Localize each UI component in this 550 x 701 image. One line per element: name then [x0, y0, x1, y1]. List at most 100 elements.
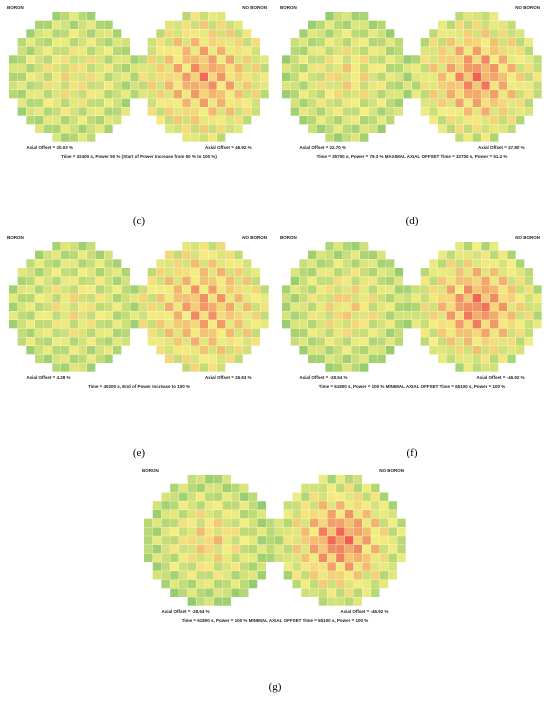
- fuel-assembly-cell: [104, 250, 113, 260]
- fuel-assembly-cell: [394, 337, 404, 346]
- fuel-assembly-cell: [52, 294, 61, 303]
- fuel-assembly-cell: [213, 483, 223, 493]
- fuel-assembly-cell: [187, 579, 197, 589]
- fuel-assembly-cell: [139, 311, 148, 320]
- fuel-assembly-cell: [199, 90, 209, 99]
- fuel-assembly-cell: [342, 276, 352, 286]
- fuel-assembly-cell: [144, 553, 153, 563]
- fuel-assembly-cell: [35, 302, 44, 312]
- fuel-assembly-cell: [464, 285, 473, 294]
- fuel-assembly-cell: [87, 107, 96, 116]
- fuel-assembly-cell: [217, 354, 226, 364]
- fuel-assembly-cell: [52, 12, 61, 21]
- fuel-assembly-cell: [325, 285, 334, 294]
- fuel-assembly-cell: [199, 328, 209, 338]
- fuel-assembly-cell: [299, 46, 308, 56]
- fuel-assembly-cell: [327, 527, 336, 536]
- fuel-assembly-cell: [481, 250, 490, 260]
- fuel-assembly-cell: [386, 346, 395, 355]
- fuel-assembly-cell: [308, 38, 317, 47]
- fuel-assembly-cell: [446, 268, 456, 277]
- fuel-assembly-cell: [87, 38, 96, 47]
- fuel-assembly-cell: [446, 46, 456, 56]
- fuel-assembly-cell: [234, 72, 243, 82]
- fuel-assembly-cell: [182, 38, 191, 47]
- fuel-assembly-cell: [213, 536, 223, 545]
- fuel-assembly-cell: [397, 536, 406, 545]
- fuel-assembly-cell: [327, 509, 336, 519]
- fuel-assembly-cell: [87, 268, 96, 277]
- fuel-assembly-cell: [78, 294, 87, 303]
- fuel-assembly-cell: [243, 346, 252, 355]
- fuel-assembly-cell: [225, 107, 235, 116]
- fuel-assembly-cell: [516, 107, 525, 116]
- fuel-assembly-cell: [35, 311, 44, 320]
- fuel-assembly-cell: [43, 20, 53, 30]
- fuel-assembly-cell: [205, 571, 214, 580]
- fuel-assembly-cell: [52, 72, 61, 82]
- fuel-assembly-cell: [156, 72, 165, 82]
- fuel-assembly-cell: [165, 55, 174, 64]
- fuel-assembly-cell: [121, 337, 131, 346]
- fuel-assembly-cell: [52, 20, 61, 30]
- fuel-assembly-cell: [43, 276, 53, 286]
- fuel-assembly-cell: [61, 346, 70, 355]
- right-core-map: [139, 242, 269, 372]
- fuel-assembly-cell: [490, 363, 499, 372]
- fuel-assembly-cell: [353, 562, 363, 571]
- fuel-assembly-cell: [490, 346, 499, 355]
- fuel-assembly-cell: [222, 579, 232, 589]
- fuel-assembly-cell: [217, 302, 226, 312]
- fuel-assembly-cell: [377, 20, 386, 30]
- fuel-assembly-cell: [191, 46, 200, 56]
- fuel-assembly-cell: [217, 55, 226, 64]
- fuel-assembly-cell: [498, 285, 508, 294]
- fuel-assembly-cell: [353, 501, 363, 510]
- fuel-assembly-cell: [170, 544, 179, 554]
- fuel-assembly-cell: [282, 294, 291, 303]
- fuel-assembly-cell: [481, 259, 490, 268]
- fuel-assembly-cell: [498, 116, 508, 125]
- fuel-assembly-cell: [318, 571, 328, 580]
- fuel-assembly-cell: [308, 116, 317, 125]
- fuel-assembly-cell: [368, 124, 378, 134]
- fuel-assembly-cell: [275, 536, 284, 545]
- fuel-assembly-cell: [438, 259, 447, 268]
- fuel-assembly-cell: [69, 250, 79, 260]
- fuel-assembly-cell: [113, 81, 122, 90]
- fuel-assembly-cell: [35, 268, 44, 277]
- fuel-assembly-cell: [199, 242, 209, 251]
- fuel-assembly-cell: [351, 90, 360, 99]
- fuel-assembly-cell: [342, 285, 352, 294]
- fuel-assembly-cell: [377, 346, 386, 355]
- fuel-assembly-cell: [336, 562, 345, 571]
- fuel-assembly-cell: [43, 328, 53, 338]
- fuel-assembly-cell: [87, 72, 96, 82]
- fuel-assembly-cell: [371, 588, 380, 597]
- fuel-assembly-cell: [173, 72, 183, 82]
- fuel-assembly-cell: [173, 337, 183, 346]
- fuel-assembly-cell: [199, 46, 209, 56]
- fuel-assembly-cell: [217, 311, 226, 320]
- fuel-assembly-cell: [438, 346, 447, 355]
- fuel-assembly-cell: [362, 571, 371, 580]
- fuel-assembly-cell: [165, 268, 174, 277]
- fuel-assembly-cell: [243, 302, 252, 312]
- fuel-assembly-cell: [472, 46, 482, 56]
- fuel-assembly-cell: [394, 55, 404, 64]
- fuel-assembly-cell: [173, 124, 183, 134]
- fuel-assembly-cell: [472, 302, 482, 312]
- fuel-assembly-cell: [318, 597, 328, 606]
- fuel-assembly-cell: [231, 509, 240, 519]
- fuel-assembly-cell: [213, 562, 223, 571]
- fuel-assembly-cell: [187, 492, 197, 501]
- fuel-assembly-cell: [464, 294, 473, 303]
- fuel-assembly-cell: [113, 38, 122, 47]
- fuel-assembly-cell: [490, 294, 499, 303]
- fuel-assembly-cell: [379, 501, 389, 510]
- fuel-assembly-cell: [187, 562, 197, 571]
- fuel-assembly-cell: [507, 20, 516, 30]
- fuel-assembly-cell: [429, 72, 438, 82]
- fuel-assembly-cell: [191, 268, 200, 277]
- fuel-assembly-cell: [213, 553, 223, 563]
